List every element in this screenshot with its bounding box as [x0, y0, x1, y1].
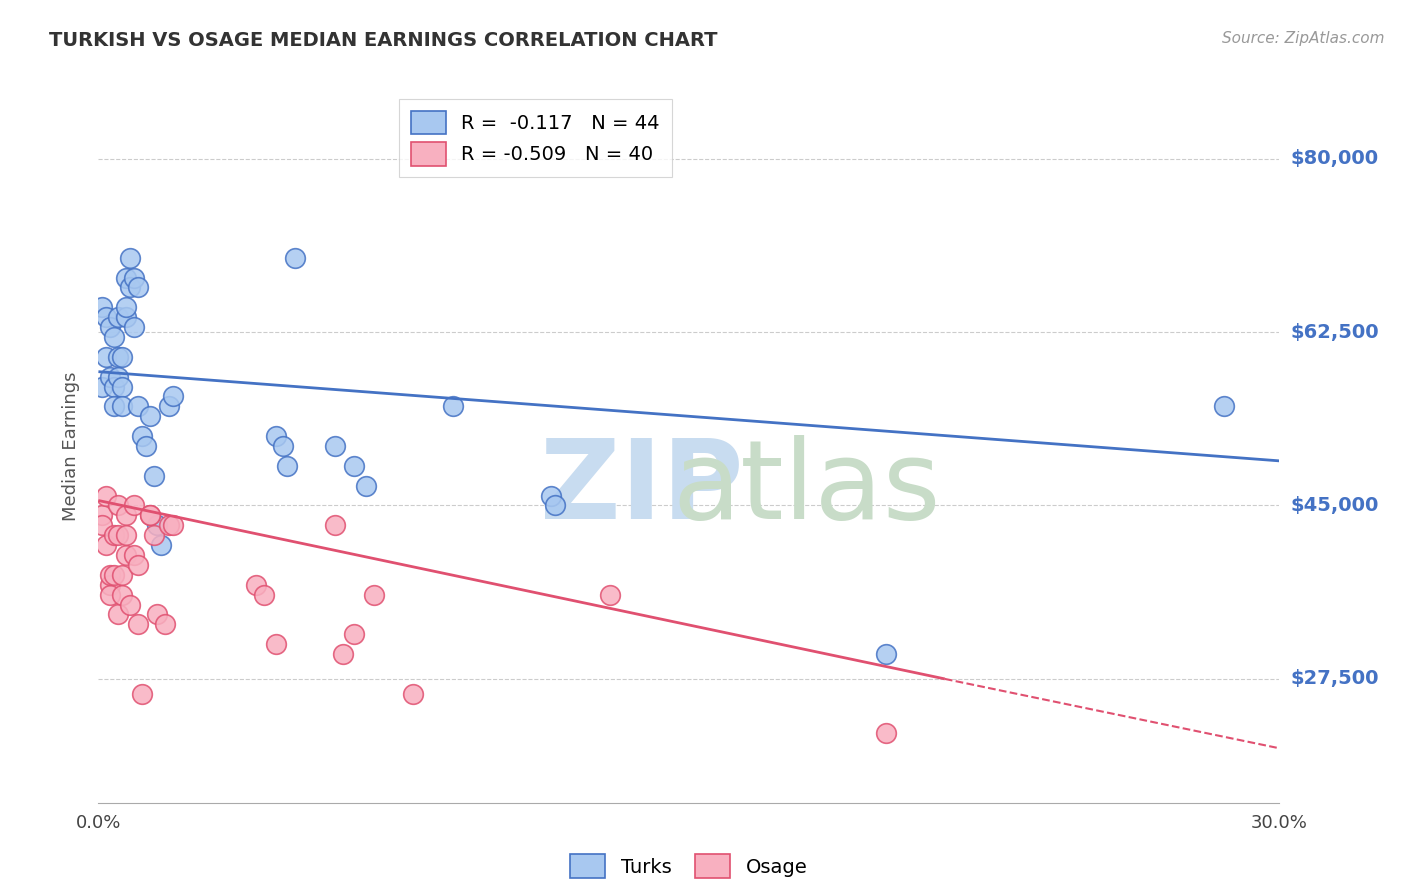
Point: [875, 647, 897, 661]
Point: [131, 687, 153, 701]
Point: [1213, 400, 1236, 414]
Text: atlas: atlas: [673, 435, 941, 542]
Point: [122, 499, 145, 513]
Point: [544, 499, 567, 513]
Point: [127, 280, 149, 294]
Point: [115, 310, 138, 325]
Text: Source: ZipAtlas.com: Source: ZipAtlas.com: [1222, 31, 1385, 46]
Point: [146, 518, 169, 533]
Point: [157, 400, 180, 414]
Point: [98, 320, 121, 334]
Point: [162, 389, 184, 403]
Point: [599, 588, 621, 602]
Point: [138, 508, 160, 523]
Point: [135, 439, 157, 453]
Point: [111, 588, 134, 602]
Point: [323, 518, 346, 533]
Point: [142, 528, 165, 542]
Point: [127, 617, 149, 632]
Point: [146, 607, 169, 622]
Point: [115, 270, 138, 285]
Point: [118, 280, 141, 294]
Point: [127, 400, 149, 414]
Point: [115, 548, 138, 562]
Text: $80,000: $80,000: [1291, 149, 1379, 168]
Point: [138, 409, 160, 424]
Point: [107, 528, 129, 542]
Point: [273, 439, 295, 453]
Point: [98, 588, 121, 602]
Point: [107, 310, 129, 325]
Point: [157, 518, 180, 533]
Point: [402, 687, 425, 701]
Point: [103, 567, 125, 582]
Point: [111, 379, 134, 393]
Point: [98, 567, 121, 582]
Point: [354, 478, 377, 492]
Point: [118, 251, 141, 265]
Point: [264, 429, 287, 443]
Point: [111, 350, 134, 364]
Point: [96, 350, 118, 364]
Point: [115, 508, 138, 523]
Point: [118, 598, 141, 612]
Point: [253, 588, 276, 602]
Text: $27,500: $27,500: [1291, 669, 1379, 689]
Text: $45,000: $45,000: [1291, 496, 1379, 515]
Point: [96, 538, 118, 552]
Point: [264, 637, 287, 651]
Point: [98, 578, 121, 592]
Point: [150, 538, 173, 552]
Point: [96, 310, 118, 325]
Point: [540, 489, 562, 503]
Text: $62,500: $62,500: [1291, 323, 1379, 342]
Text: ZIP: ZIP: [540, 435, 744, 542]
Point: [323, 439, 346, 453]
Point: [111, 400, 134, 414]
Point: [131, 429, 153, 443]
Point: [138, 508, 160, 523]
Point: [115, 528, 138, 542]
Point: [107, 369, 129, 384]
Point: [155, 617, 177, 632]
Y-axis label: Median Earnings: Median Earnings: [62, 371, 80, 521]
Point: [343, 458, 366, 473]
Point: [363, 588, 385, 602]
Point: [142, 468, 165, 483]
Point: [875, 726, 897, 740]
Point: [276, 458, 298, 473]
Text: TURKISH VS OSAGE MEDIAN EARNINGS CORRELATION CHART: TURKISH VS OSAGE MEDIAN EARNINGS CORRELA…: [49, 31, 717, 50]
Point: [332, 647, 354, 661]
Point: [91, 300, 114, 314]
Point: [107, 499, 129, 513]
Point: [284, 251, 307, 265]
Point: [122, 548, 145, 562]
Point: [441, 400, 464, 414]
Point: [91, 379, 114, 393]
Point: [96, 489, 118, 503]
Point: [245, 578, 267, 592]
Point: [162, 518, 184, 533]
Point: [122, 270, 145, 285]
Point: [343, 627, 366, 641]
Point: [98, 369, 121, 384]
Point: [103, 528, 125, 542]
Point: [107, 350, 129, 364]
Point: [91, 508, 114, 523]
Point: [103, 379, 125, 393]
Point: [91, 518, 114, 533]
Point: [115, 300, 138, 314]
Point: [107, 607, 129, 622]
Legend: Turks, Osage: Turks, Osage: [562, 847, 815, 886]
Point: [103, 400, 125, 414]
Point: [103, 330, 125, 344]
Point: [122, 320, 145, 334]
Point: [111, 567, 134, 582]
Point: [127, 558, 149, 572]
